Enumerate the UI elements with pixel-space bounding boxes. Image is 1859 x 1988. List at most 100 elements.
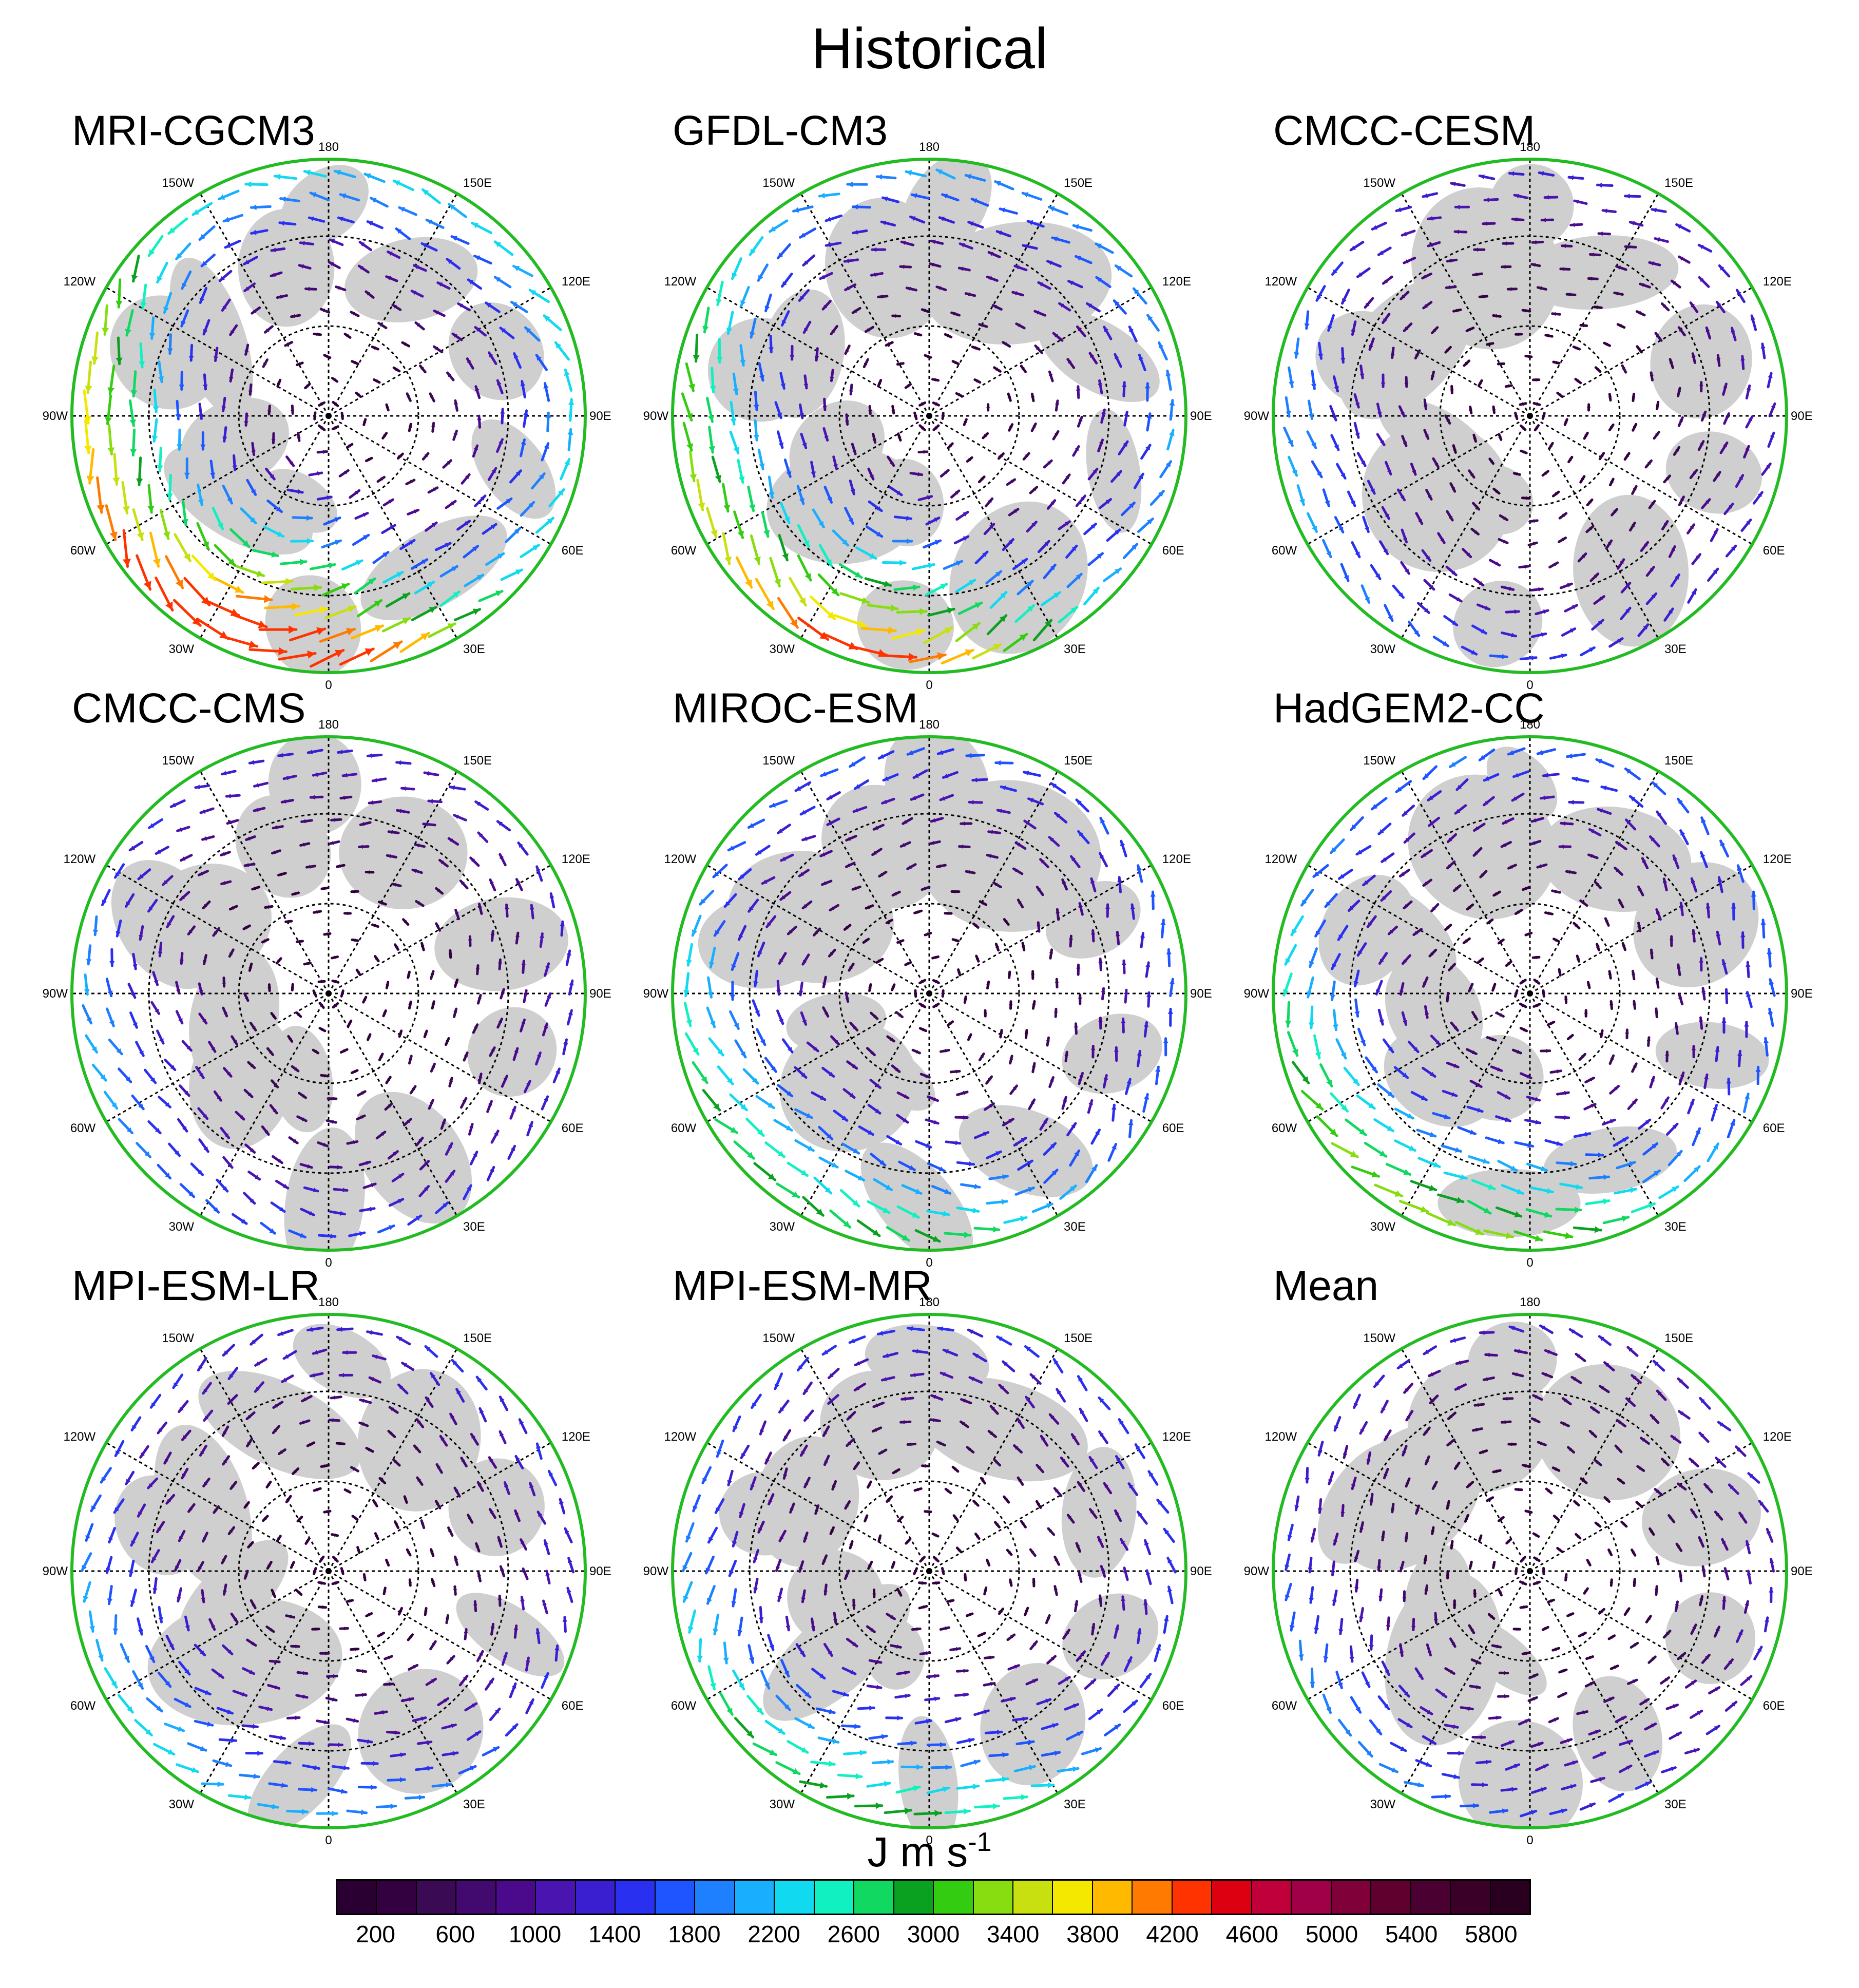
arrow-head [305,286,310,291]
arrow-head [462,1098,466,1103]
arrow-head [300,843,305,847]
arrow-head [980,901,984,905]
flux-arrow [392,366,401,373]
flux-arrow [833,614,867,627]
flux-arrow [1368,337,1375,351]
arrow-head [997,231,1002,235]
flux-arrow [566,1009,573,1026]
arrow-head [563,1039,568,1045]
flux-arrow [339,647,375,666]
arrow-head [915,332,919,336]
flux-arrow [1559,582,1573,589]
flux-arrow [896,608,928,615]
arrow-head [453,334,457,338]
arrow-head [247,1093,253,1097]
arrow-head [221,852,225,856]
flux-arrow [1661,520,1669,530]
arrow-head [116,931,121,936]
flux-arrow [1564,604,1578,613]
flux-arrow [941,193,960,202]
flux-arrow [1689,469,1698,480]
arrow-head [1630,221,1635,226]
flux-arrow [1669,358,1674,369]
longitude-label: 90W [643,409,669,423]
arrow-head [786,471,792,477]
flux-arrow [150,1001,161,1015]
flux-arrow [1356,452,1367,467]
flux-arrow [1145,382,1151,402]
land-mass [786,992,887,1053]
longitude-label: 30E [463,642,485,656]
flux-arrow [385,275,398,282]
flux-arrow [956,1091,969,1096]
flux-arrow [932,979,940,984]
flux-arrow [1490,1065,1503,1072]
flux-arrow [139,342,145,369]
flux-arrow [1306,430,1317,449]
flux-arrow [217,189,240,201]
arrow-head [1723,443,1727,448]
flux-arrow [753,969,758,987]
flux-arrow [1146,314,1160,332]
arrow-head [1340,358,1346,362]
flux-arrow [149,531,161,568]
arrow-head [421,559,427,565]
flux-arrow [1006,478,1017,486]
arrow-head [225,243,231,248]
flux-arrow [228,948,235,958]
flux-arrow [1015,322,1026,330]
flux-arrow [1145,961,1151,978]
flux-arrow [1404,376,1409,388]
arrow-head [1469,987,1472,991]
arrow-head [1364,526,1370,532]
flux-arrow [1445,565,1458,577]
arrow-head [388,252,393,256]
flux-arrow [1078,1072,1084,1085]
arrow-head [1679,327,1683,332]
flux-arrow [276,294,288,299]
arrow-head [430,971,434,976]
flux-arrow [163,292,173,314]
arrow-head [1074,224,1079,230]
arrow-head [1614,1086,1619,1091]
arrow-head [734,1023,739,1029]
arrow-head [1495,561,1500,565]
arrow-head [297,489,303,494]
flux-arrow [1558,968,1562,977]
flux-arrow [713,920,726,937]
arrow-head [876,959,881,963]
flux-arrow [358,845,370,849]
arrow-head [820,275,826,279]
flux-arrow [1382,275,1393,285]
arrow-head [491,1047,495,1052]
arrow-head [321,1027,325,1031]
arrow-head [423,189,429,196]
arrow-head [1116,471,1121,476]
flux-arrow [359,821,372,826]
longitude-label: 0 [325,1256,332,1270]
flux-arrow [810,596,836,621]
arrow-head [330,840,334,845]
arrow-head [1414,630,1419,636]
flux-arrow [391,883,402,887]
arrow-head [186,1045,191,1050]
flux-arrow [287,1035,294,1043]
arrow-head [994,367,999,371]
arrow-head [814,931,818,935]
arrow-head [332,980,336,984]
flux-arrow [1593,305,1603,310]
flux-arrow [220,770,237,776]
arrow-head [845,997,849,1002]
arrow-head [1385,513,1389,519]
arrow-head [1071,1123,1076,1129]
flux-arrow [1454,204,1470,209]
arrow-head [227,497,232,504]
arrow-head [738,934,743,940]
arrow-head [1445,926,1449,930]
arrow-head [401,786,406,791]
longitude-label: 120E [562,852,590,866]
flux-arrow [408,1000,412,1010]
flux-arrow [915,1140,932,1149]
arrow-head [306,515,312,521]
flux-arrow [787,1161,809,1177]
